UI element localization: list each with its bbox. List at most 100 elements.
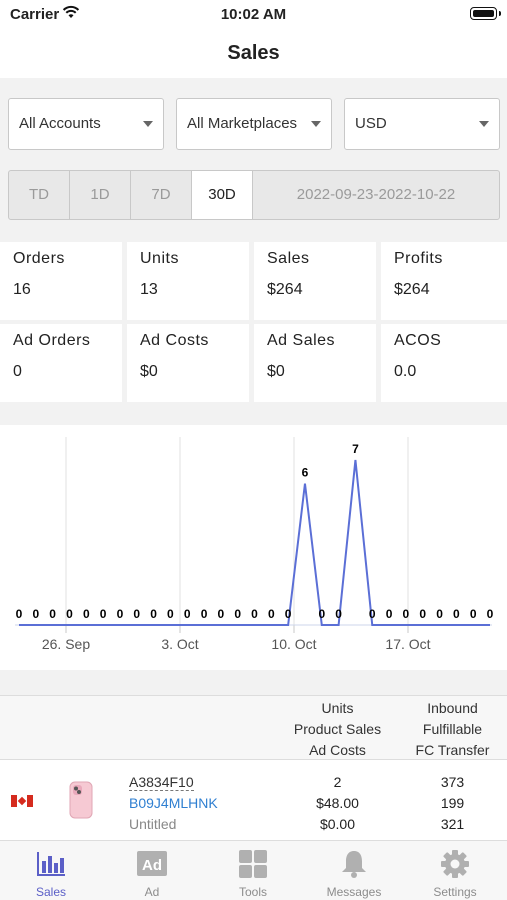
x-tick-label: 10. Oct [271,636,316,652]
tab-ad[interactable]: Ad Ad [112,849,192,899]
data-label: 0 [167,607,174,621]
tab-label: Messages [326,885,382,899]
metric-ad-costs: Ad Costs $0 [127,324,249,402]
grid-icon [239,850,267,878]
period-30d[interactable]: 30D [192,171,253,219]
tab-label: Settings [433,885,477,899]
header-ad-costs: Ad Costs [309,742,366,758]
tab-messages[interactable]: Messages [314,849,394,899]
metric-label: Units [140,250,179,267]
status-bar: Carrier 10:02 AM [0,0,507,30]
account-select-value: All Accounts [19,115,101,132]
chevron-down-icon [479,121,489,127]
period-1d[interactable]: 1D [70,171,131,219]
product-sales: $48.00 [316,795,359,811]
date-range[interactable]: 2022-09-23-2022-10-22 [296,186,456,203]
data-label: 0 [419,607,426,621]
account-select[interactable]: All Accounts [8,98,164,150]
header-col-sales: Units Product Sales Ad Costs [285,698,390,761]
metric-sales: Sales $264 [254,242,376,320]
tab-sales[interactable]: Sales [11,849,91,899]
metric-value: $0 [267,363,285,380]
period-7d[interactable]: 7D [131,171,192,219]
metric-profits: Profits $264 [381,242,507,320]
metric-ad-sales: Ad Sales $0 [254,324,376,402]
chevron-down-icon [143,121,153,127]
battery-icon [470,7,501,20]
product-sku[interactable]: A3834F10 [129,774,194,791]
metric-acos: ACOS 0.0 [381,324,507,402]
product-asin-link[interactable]: B09J4MLHNK [129,795,218,811]
period-selector: TD 1D 7D 30D 2022-09-23-2022-10-22 [8,170,500,220]
data-label: 0 [453,607,460,621]
tab-bar: Sales Ad Ad Tools Messages [0,840,507,900]
marketplace-select-value: All Marketplaces [187,115,298,132]
table-header: Units Product Sales Ad Costs Inbound Ful… [0,695,507,760]
sales-chart: 26. Sep 3. Oct 10. Oct 17. Oct 0 0 0 0 0 0 0 0 0 0 0 0 0… [0,425,507,670]
period-td[interactable]: TD [9,171,70,219]
data-label: 0 [234,607,241,621]
product-fc-transfer: 321 [440,816,465,832]
tab-label: Tools [238,885,267,899]
chevron-down-icon [311,121,321,127]
data-label: 0 [16,607,23,621]
data-label: 0 [83,607,90,621]
metric-orders: Orders 16 [0,242,122,320]
header-units: Units [321,700,354,716]
data-label: 0 [268,607,275,621]
canada-flag-icon [11,795,33,807]
data-label: 0 [184,607,191,621]
tab-label: Ad [144,885,160,899]
product-fulfillable: 199 [440,795,465,811]
metric-value: $0 [140,363,158,380]
product-name: Untitled [129,816,177,832]
data-label: 0 [201,607,208,621]
tab-tools[interactable]: Tools [213,849,293,899]
product-thumbnail [69,781,93,819]
metric-label: Ad Costs [140,332,209,349]
metric-value: 16 [13,281,31,298]
data-label: 0 [100,607,107,621]
page-title: Sales [227,42,280,64]
header-inbound: Inbound [427,700,478,716]
header-fc-transfer: FC Transfer [415,742,490,758]
metric-value: 13 [140,281,158,298]
metric-value: $264 [267,281,303,298]
gear-icon [441,850,469,878]
metrics-grid: Orders 16 Units 13 Sales $264 Profits $2… [0,240,507,403]
metric-units: Units 13 [127,242,249,320]
product-inventory-values: 373 199 321 [405,772,500,835]
data-label: 0 [403,607,410,621]
tab-label: Sales [35,885,67,899]
product-info: A3834F10 B09J4MLHNK Untitled [129,772,218,835]
metric-label: Profits [394,250,443,267]
data-label: 0 [335,607,342,621]
data-label: 0 [66,607,73,621]
svg-text:Ad: Ad [142,857,162,874]
data-label: 7 [352,442,359,456]
tab-settings[interactable]: Settings [415,849,495,899]
data-label: 0 [470,607,477,621]
metric-label: Ad Orders [13,332,91,349]
metric-label: Orders [13,250,65,267]
header-col-inventory: Inbound Fulfillable FC Transfer [405,698,500,761]
marketplace-select[interactable]: All Marketplaces [176,98,332,150]
product-ad-costs: $0.00 [319,816,356,832]
data-label: 0 [487,607,494,621]
product-sales-values: 2 $48.00 $0.00 [285,772,390,835]
clock: 10:02 AM [220,6,287,23]
data-label: 0 [218,607,225,621]
carrier-label: Carrier [10,6,60,23]
data-label: 6 [302,466,309,480]
table-row[interactable]: A3834F10 B09J4MLHNK Untitled 2 $48.00 $0… [0,760,507,840]
x-tick-label: 26. Sep [42,636,90,652]
ad-icon: Ad [137,851,167,876]
data-label: 0 [386,607,393,621]
data-label: 0 [318,607,325,621]
product-inbound: 373 [440,774,465,790]
currency-select[interactable]: USD [344,98,500,150]
series-line [19,459,490,626]
bell-icon [342,851,366,878]
data-label: 0 [150,607,157,621]
metric-ad-orders: Ad Orders 0 [0,324,122,402]
